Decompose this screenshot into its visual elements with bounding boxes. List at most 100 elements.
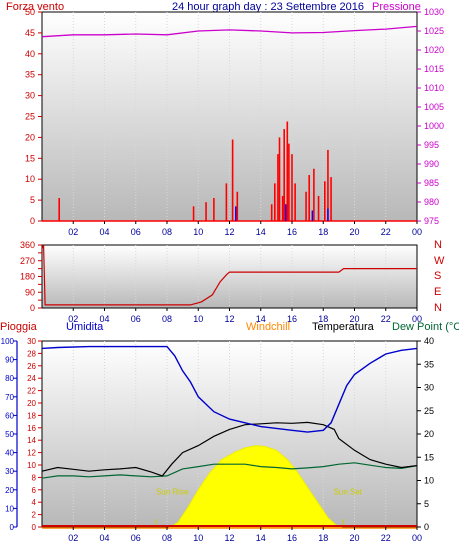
sunrise-label: Sun Rise [156, 487, 189, 496]
compass-label: S [434, 270, 441, 282]
direction-tick-label: 270 [20, 256, 35, 266]
dewpoint-legend: Dew Point (°C [392, 321, 459, 333]
x-tick-label: 06 [131, 227, 141, 237]
temperature-tick-label: 35 [424, 359, 434, 369]
x-tick-label: 22 [381, 227, 391, 237]
rain-tick-label: 30 [27, 337, 36, 346]
x-tick-label: 22 [381, 533, 391, 543]
temperature-tick-label: 25 [424, 406, 434, 416]
direction-tick-label: 180 [20, 272, 35, 282]
wind-tick-label: 5 [30, 195, 35, 205]
pressure-tick-label: 1000 [424, 121, 444, 131]
rain-tick-label: 24 [27, 374, 36, 383]
wind-axis-label: Forza vento [6, 1, 64, 13]
x-tick-label: 12 [224, 314, 234, 324]
wind-tick-label: 10 [25, 174, 35, 184]
solar-area [168, 445, 343, 528]
x-tick-label: 08 [162, 533, 172, 543]
humidity-tick-label: 90 [5, 356, 14, 365]
humidity-tick-label: 80 [5, 374, 14, 383]
direction-tick-label: 0 [30, 303, 35, 313]
x-tick-label: 04 [99, 314, 109, 324]
rain-tick-label: 12 [27, 449, 36, 458]
pressure-axis-label: Pressione [372, 1, 421, 13]
x-tick-label: 12 [224, 533, 234, 543]
rain-tick-label: 26 [27, 362, 36, 371]
x-tick-label: 10 [193, 314, 203, 324]
x-tick-label: 10 [193, 227, 203, 237]
rain-axis-label: Pioggia [0, 321, 38, 333]
x-tick-label: 06 [131, 314, 141, 324]
temperature-legend: Temperatura [312, 321, 375, 333]
chart-title: 24 hour graph day : 23 Settembre 2016 [172, 1, 364, 13]
temperature-line [41, 421, 418, 477]
x-tick-label: 18 [318, 227, 328, 237]
rain-tick-label: 0 [32, 523, 37, 532]
temperature-tick-label: 10 [424, 476, 434, 486]
humidity-tick-label: 60 [5, 411, 14, 420]
x-tick-label: 04 [99, 227, 109, 237]
rain-tick-label: 22 [27, 387, 36, 396]
humidity-axis-label: Umidita [66, 321, 104, 333]
direction-tick-label: 360 [20, 240, 35, 250]
temperature-tick-label: 15 [424, 452, 434, 462]
rain-tick-label: 28 [27, 349, 36, 358]
humidity-tick-label: 20 [5, 486, 14, 495]
x-tick-label: 18 [318, 314, 328, 324]
pressure-tick-label: 975 [424, 216, 439, 226]
x-tick-label: 14 [256, 533, 266, 543]
wind-direction-panel [41, 244, 418, 309]
x-tick-label: 10 [193, 533, 203, 543]
rain-tick-label: 10 [27, 461, 36, 470]
compass-label: W [434, 255, 445, 267]
wind-tick-label: 15 [25, 153, 35, 163]
x-tick-label: 08 [162, 227, 172, 237]
x-tick-label: 12 [224, 227, 234, 237]
x-tick-label: 18 [318, 533, 328, 543]
wind-tick-label: 45 [25, 28, 35, 38]
humidity-tick-label: 0 [10, 523, 15, 532]
x-tick-label: 20 [349, 314, 359, 324]
pressure-line [41, 25, 418, 38]
humidity-tick-label: 40 [5, 449, 14, 458]
pressure-tick-label: 1005 [424, 102, 444, 112]
x-tick-label: 00 [412, 314, 422, 324]
x-tick-label: 16 [287, 227, 297, 237]
rain-tick-label: 16 [27, 424, 36, 433]
wind-tick-label: 20 [25, 132, 35, 142]
humidity-tick-label: 70 [5, 393, 14, 402]
humidity-tick-label: 10 [5, 504, 14, 513]
wind-tick-label: 40 [25, 49, 35, 59]
direction-tick-label: 90 [25, 287, 35, 297]
x-tick-label: 14 [256, 227, 266, 237]
rain-tick-label: 6 [32, 486, 37, 495]
x-tick-label: 22 [381, 314, 391, 324]
weather-marks: 0102030405060708090100024681012141618202… [1, 336, 434, 543]
x-tick-label: 02 [68, 533, 78, 543]
sunset-label: Sun Set [334, 487, 363, 496]
x-tick-label: 02 [68, 314, 78, 324]
x-tick-label: 16 [287, 314, 297, 324]
humidity-tick-label: 30 [5, 467, 14, 476]
pressure-tick-label: 995 [424, 140, 439, 150]
wind-pressure-marks: 0510152025303540455097598098599099510001… [25, 7, 444, 237]
windchill-legend: Windchill [246, 321, 290, 333]
wind-tick-label: 30 [25, 91, 35, 101]
temperature-tick-label: 30 [424, 383, 434, 393]
humidity-line [41, 345, 418, 433]
x-tick-label: 04 [99, 533, 109, 543]
pressure-tick-label: 980 [424, 197, 439, 207]
wind-tick-label: 0 [30, 216, 35, 226]
pressure-tick-label: 985 [424, 178, 439, 188]
humidity-tick-label: 100 [1, 337, 15, 346]
rain-tick-label: 20 [27, 399, 36, 408]
x-tick-label: 16 [287, 533, 297, 543]
compass-label: E [434, 286, 441, 298]
temperature-tick-label: 40 [424, 336, 434, 346]
rain-tick-label: 4 [32, 498, 37, 507]
compass-label: N [434, 239, 442, 251]
pressure-tick-label: 1030 [424, 7, 444, 17]
pressure-tick-label: 1025 [424, 26, 444, 36]
